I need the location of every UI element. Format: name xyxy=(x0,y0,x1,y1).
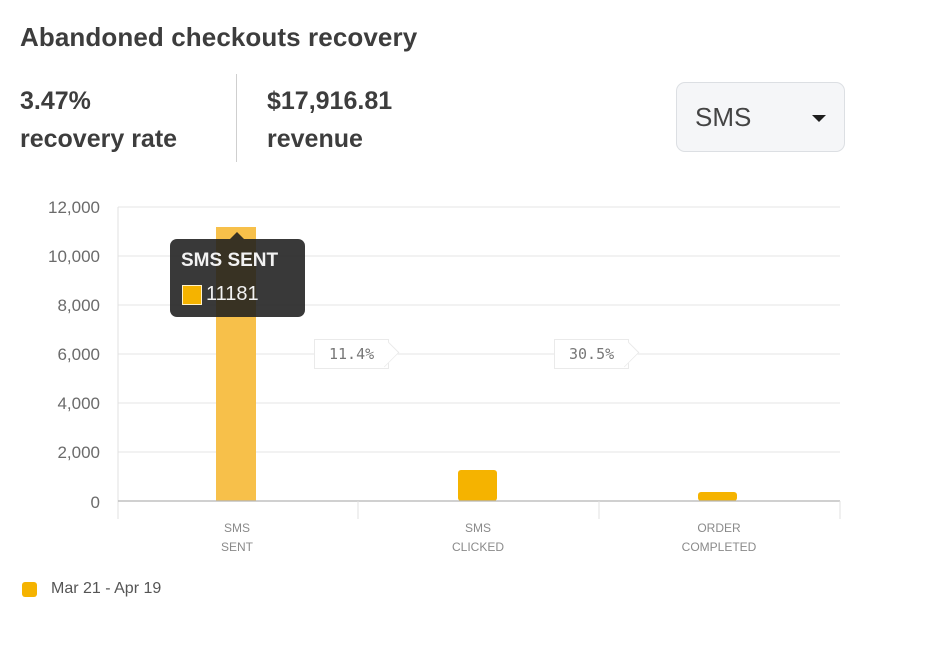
y-tick: 10,000 xyxy=(48,247,100,266)
y-tick: 4,000 xyxy=(57,394,100,413)
legend-label: Mar 21 - Apr 19 xyxy=(51,580,162,597)
revenue-kpi: $17,916.81 revenue xyxy=(267,82,392,158)
conversion-value: 30.5% xyxy=(569,345,615,363)
recovery-rate-label: recovery rate xyxy=(20,125,178,153)
recovery-rate-kpi: 3.47% recovery rate xyxy=(20,82,177,158)
x-axis-labels: SMS SENT SMS CLICKED ORDER COMPLETED xyxy=(221,521,757,554)
y-tick: 12,000 xyxy=(48,198,100,217)
conversion-value: 11.4% xyxy=(329,345,375,363)
tooltip-series-swatch xyxy=(182,285,202,305)
chart-canvas: 12,000 10,000 8,000 6,000 4,000 2,000 0 … xyxy=(48,198,841,554)
conversion-badge-sent-to-clicked: 11.4% xyxy=(314,339,390,369)
legend-swatch xyxy=(22,581,37,597)
revenue-value: $17,916.81 xyxy=(267,87,393,115)
kpi-divider xyxy=(236,74,237,162)
page-title: Abandoned checkouts recovery xyxy=(20,22,418,52)
bar-order-completed[interactable] xyxy=(698,492,737,501)
channel-select[interactable]: SMS xyxy=(676,82,845,152)
x-label-line2: COMPLETED xyxy=(682,540,757,554)
tooltip-title: SMS SENT xyxy=(181,250,279,271)
revenue-label: revenue xyxy=(267,125,363,153)
recovery-rate-value: 3.47% xyxy=(20,87,91,115)
caret-down-icon xyxy=(812,115,826,122)
tooltip-value: 11181 xyxy=(206,283,259,305)
channel-select-value: SMS xyxy=(695,102,752,132)
conversion-badge-clicked-to-completed: 30.5% xyxy=(554,339,630,369)
chart-legend[interactable]: Mar 21 - Apr 19 xyxy=(22,580,161,598)
x-label-line1: ORDER xyxy=(697,521,741,535)
y-tick: 2,000 xyxy=(57,443,100,462)
x-label-line1: SMS xyxy=(224,521,250,535)
funnel-chart: 12,000 10,000 8,000 6,000 4,000 2,000 0 … xyxy=(0,190,939,570)
y-tick: 0 xyxy=(91,493,100,512)
x-label-line2: SENT xyxy=(221,540,254,554)
y-axis-ticks: 12,000 10,000 8,000 6,000 4,000 2,000 0 xyxy=(48,198,100,512)
bar-sms-clicked[interactable] xyxy=(458,470,497,501)
x-label-line2: CLICKED xyxy=(452,540,504,554)
chart-tooltip: SMS SENT 11181 xyxy=(170,232,305,317)
x-axis-separators xyxy=(357,501,841,519)
y-tick: 8,000 xyxy=(57,296,100,315)
x-label-line1: SMS xyxy=(465,521,491,535)
y-tick: 6,000 xyxy=(57,345,100,364)
